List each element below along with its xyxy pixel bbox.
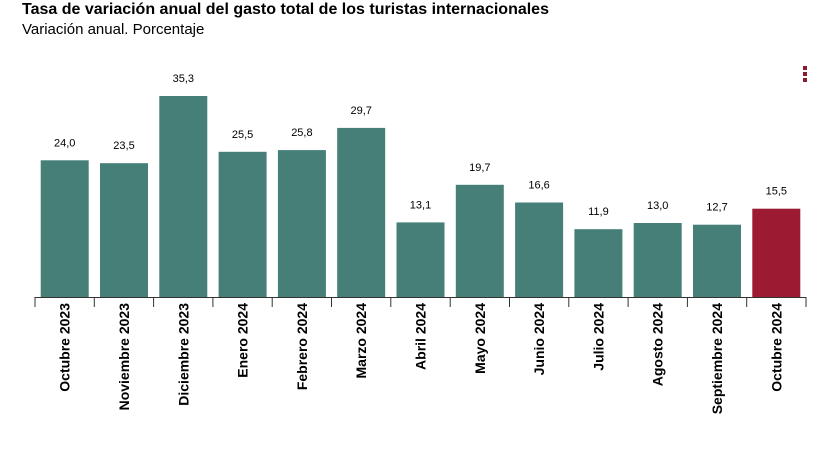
category-label: Enero 2024	[235, 303, 251, 378]
category-label: Junio 2024	[531, 303, 547, 376]
category-label: Mayo 2024	[472, 303, 488, 374]
bar-10[interactable]	[574, 229, 623, 297]
category-label: Marzo 2024	[353, 303, 369, 379]
value-label: 16,6	[528, 180, 549, 192]
bar-11[interactable]	[633, 223, 682, 297]
value-label: 13,0	[647, 200, 668, 212]
bar-12[interactable]	[693, 224, 741, 297]
bar-3[interactable]	[159, 96, 208, 297]
value-label: 15,5	[766, 186, 787, 198]
bar-9[interactable]	[515, 202, 564, 298]
value-label: 24,0	[54, 137, 75, 149]
chart-subtitle: Variación anual. Porcentaje	[22, 21, 205, 38]
bar-8[interactable]	[455, 184, 504, 297]
value-label: 23,5	[113, 140, 134, 152]
value-label: 29,7	[350, 105, 371, 117]
category-label: Diciembre 2023	[175, 303, 191, 406]
vertical-ellipsis-icon[interactable]	[803, 66, 808, 82]
value-label: 12,7	[706, 202, 727, 214]
x-axis	[34, 297, 807, 307]
category-label: Julio 2024	[590, 303, 606, 371]
chart-title: Tasa de variación anual del gasto total …	[22, 1, 549, 18]
category-label: Octubre 2023	[57, 303, 73, 392]
bar-5[interactable]	[277, 150, 326, 297]
bar-4[interactable]	[218, 151, 267, 297]
value-label: 11,9	[588, 206, 609, 218]
bars-group	[40, 96, 801, 298]
bar-7[interactable]	[396, 222, 445, 297]
value-labels-group: 24,0 23,5 35,3 25,5 25,8 29,7 13,1 19,7 16,6 11,9…	[54, 73, 787, 218]
bar-1[interactable]	[40, 160, 89, 297]
value-label: 13,1	[410, 199, 431, 211]
category-label: Octubre 2024	[768, 303, 784, 392]
bar-13[interactable]	[752, 208, 801, 297]
category-labels-group: Octubre 2023 Noviembre 2023 Diciembre 2023…	[57, 303, 785, 415]
value-label: 25,5	[232, 129, 253, 141]
category-label: Agosto 2024	[650, 303, 666, 386]
category-label: Febrero 2024	[294, 303, 310, 390]
value-label: 25,8	[291, 127, 312, 139]
value-label: 19,7	[469, 162, 490, 174]
bar-6[interactable]	[337, 127, 386, 298]
bar-2[interactable]	[100, 163, 148, 297]
category-label: Abril 2024	[413, 303, 429, 370]
value-label: 35,3	[173, 73, 194, 85]
category-label: Septiembre 2024	[709, 303, 725, 414]
category-label: Noviembre 2023	[116, 303, 132, 411]
